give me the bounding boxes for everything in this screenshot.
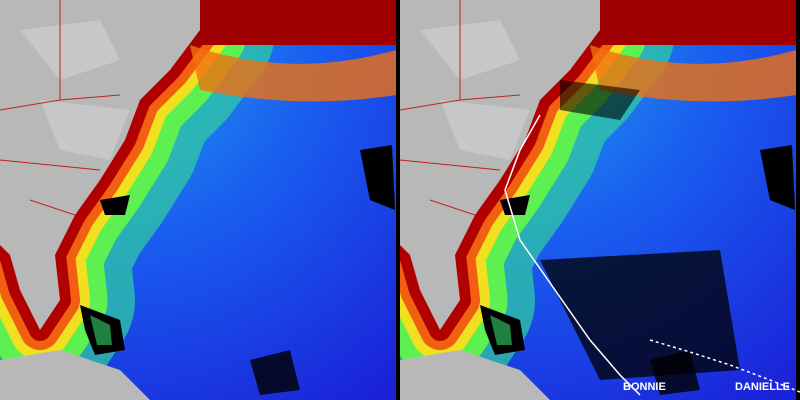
bonnie-track (504, 114, 641, 396)
map-panel-before (0, 0, 396, 400)
storm-label: DANIELLE (735, 381, 790, 393)
cloud-patch (560, 80, 640, 120)
cloud-patch (540, 250, 740, 380)
panel-divider (396, 0, 400, 400)
storm-label: BONNIE (623, 381, 666, 393)
